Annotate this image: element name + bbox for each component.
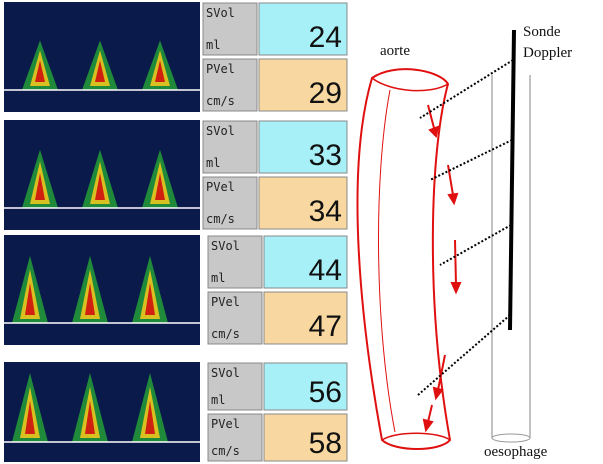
pvel-value: 47 bbox=[309, 310, 342, 343]
value-box bbox=[263, 291, 348, 345]
oesophagus-label: oesophage bbox=[484, 444, 548, 460]
pvel-unit: cm/s bbox=[206, 94, 235, 108]
panel: SVol ml 56 PVel cm/s 58 bbox=[4, 362, 348, 462]
aorta-rim bbox=[371, 77, 449, 92]
pvel-unit: cm/s bbox=[211, 327, 240, 341]
aorta-rim bbox=[381, 432, 451, 441]
svol-unit: ml bbox=[211, 393, 225, 407]
pvel-unit: cm/s bbox=[206, 212, 235, 226]
doppler-wave bbox=[35, 173, 45, 200]
label-box bbox=[207, 362, 263, 411]
doppler-wave bbox=[145, 400, 155, 434]
probe-label: Doppler bbox=[523, 45, 572, 61]
panel: SVol ml 33 PVel cm/s 34 bbox=[4, 120, 348, 230]
doppler-wave bbox=[25, 282, 35, 315]
doppler-wave bbox=[35, 60, 45, 82]
svol-unit: ml bbox=[206, 156, 220, 170]
label-box bbox=[202, 120, 258, 174]
label-box bbox=[207, 235, 263, 289]
probe bbox=[508, 29, 516, 331]
svol-label: SVol bbox=[211, 366, 240, 380]
label-box bbox=[202, 176, 258, 230]
pvel-value: 58 bbox=[309, 427, 342, 460]
value-box bbox=[258, 120, 348, 174]
pvel-label: PVel bbox=[211, 417, 240, 431]
value-box bbox=[258, 2, 348, 56]
svol-label: SVol bbox=[211, 239, 240, 253]
svol-label: SVol bbox=[206, 6, 235, 20]
diagram: aorte Sonde Doppler oesophage bbox=[356, 24, 572, 460]
panel: SVol ml 44 PVel cm/s 47 bbox=[4, 235, 348, 345]
pvel-unit: cm/s bbox=[211, 444, 240, 458]
doppler-wave bbox=[95, 60, 105, 82]
value-box bbox=[263, 235, 348, 289]
label-box bbox=[207, 413, 263, 462]
pvel-value: 29 bbox=[309, 77, 342, 110]
doppler-wave bbox=[145, 282, 155, 315]
value-box bbox=[258, 58, 348, 112]
value-box bbox=[258, 176, 348, 230]
svol-label: SVol bbox=[206, 124, 235, 138]
pvel-label: PVel bbox=[206, 62, 235, 76]
pvel-label: PVel bbox=[206, 180, 235, 194]
probe-label: Sonde bbox=[523, 24, 561, 40]
panel: SVol ml 24 PVel cm/s 29 bbox=[4, 2, 348, 112]
aorta-inner bbox=[378, 89, 396, 433]
value-box bbox=[263, 413, 348, 462]
beam-lines bbox=[417, 59, 514, 396]
doppler-wave bbox=[155, 60, 165, 82]
doppler-wave bbox=[25, 400, 35, 434]
svol-unit: ml bbox=[206, 38, 220, 52]
label-box bbox=[202, 58, 258, 112]
doppler-wave bbox=[95, 173, 105, 200]
svol-unit: ml bbox=[211, 271, 225, 285]
doppler-wave bbox=[85, 400, 95, 434]
label-box bbox=[202, 2, 258, 56]
doppler-wave bbox=[155, 173, 165, 200]
svol-value: 24 bbox=[309, 21, 342, 54]
svol-value: 33 bbox=[309, 139, 342, 172]
doppler-wave bbox=[85, 282, 95, 315]
value-box bbox=[263, 362, 348, 411]
flow-arrows bbox=[422, 104, 462, 433]
label-box bbox=[207, 291, 263, 345]
svol-value: 44 bbox=[309, 254, 342, 287]
svol-value: 56 bbox=[309, 376, 342, 409]
pvel-label: PVel bbox=[211, 295, 240, 309]
oesophagus-end bbox=[491, 433, 531, 443]
pvel-value: 34 bbox=[309, 195, 342, 228]
aorta-label: aorte bbox=[380, 43, 410, 59]
